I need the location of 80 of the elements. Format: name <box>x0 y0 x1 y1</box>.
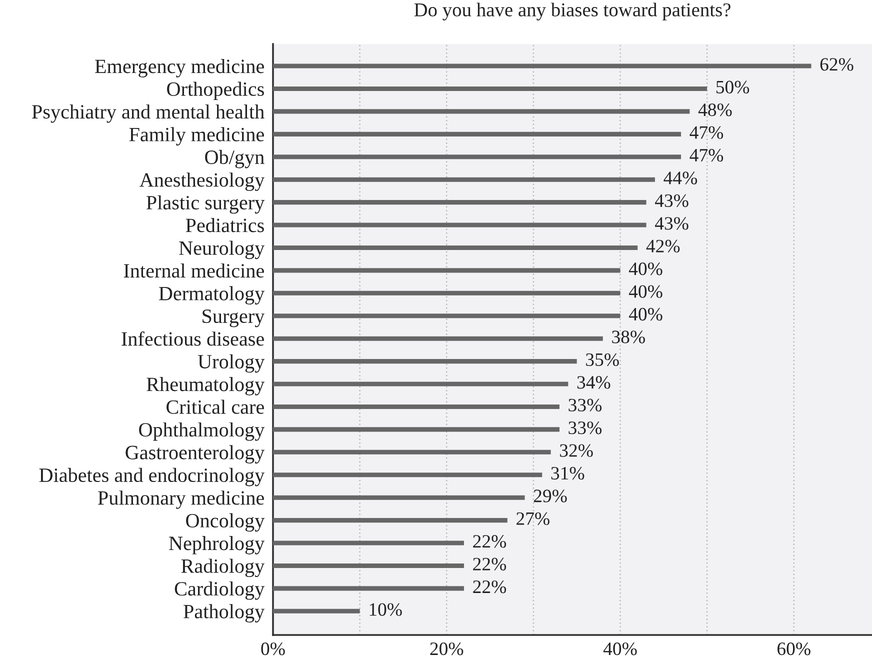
bar <box>273 472 542 478</box>
bar <box>273 154 682 160</box>
bar <box>273 540 464 546</box>
chart-title: Do you have any biases toward patients? <box>414 2 730 20</box>
y-tick-label: Pathology <box>184 604 265 622</box>
bar <box>273 64 812 68</box>
x-tick-label: 20% <box>430 642 464 656</box>
y-tick-label: Family medicine <box>129 127 264 146</box>
bar <box>273 86 708 92</box>
y-tick-label: Gastroenterology <box>126 445 265 464</box>
bar <box>273 314 620 318</box>
data-label: 43% <box>654 217 688 230</box>
data-label: 32% <box>560 444 593 457</box>
y-tick-label: Pediatrics <box>186 218 264 232</box>
x-tick-label: 40% <box>603 642 637 656</box>
data-label: 47% <box>690 148 724 162</box>
bar <box>273 336 603 341</box>
bar <box>273 563 464 568</box>
bar <box>273 109 690 114</box>
bar <box>273 608 360 614</box>
y-tick-label: Ob/gyn <box>205 150 264 168</box>
bar <box>273 382 568 386</box>
bar <box>273 450 551 454</box>
y-tick-label: Radiology <box>181 558 265 578</box>
data-label: 43% <box>654 194 688 208</box>
bar <box>273 290 620 296</box>
data-label: 22% <box>473 535 506 548</box>
bar <box>273 359 577 364</box>
data-label: 42% <box>646 240 680 252</box>
data-label: 47% <box>690 126 724 139</box>
y-tick-label: Infectious disease <box>122 331 264 346</box>
y-tick-label: Rheumatology <box>146 377 265 396</box>
y-tick-label: Surgery <box>202 310 265 328</box>
bar <box>273 222 646 228</box>
y-tick-label: Plastic surgery <box>146 195 265 214</box>
data-label: 40% <box>628 308 662 321</box>
data-label: 31% <box>551 466 584 480</box>
data-label: 44% <box>664 172 698 184</box>
data-label: 34% <box>577 376 610 389</box>
y-tick-label: Emergency medicine <box>95 59 264 78</box>
data-label: 22% <box>473 580 506 594</box>
data-label: 62% <box>820 58 854 71</box>
data-label: 10% <box>370 603 402 616</box>
data-label: 50% <box>716 80 750 94</box>
bar <box>273 518 508 523</box>
x-tick-label: 0% <box>261 642 285 656</box>
y-tick-label: Pulmonary medicine <box>98 490 264 509</box>
data-label: 29% <box>534 490 567 502</box>
bar <box>273 586 464 591</box>
x-tick-label: 60% <box>777 642 810 656</box>
y-tick-label: Nephrology <box>169 536 265 554</box>
y-tick-label: Dermatology <box>158 286 265 304</box>
y-tick-label: Urology <box>198 354 265 373</box>
y-tick-label: Internal medicine <box>124 263 264 278</box>
y-tick-label: Anesthesiology <box>140 172 265 191</box>
data-label: 48% <box>698 104 732 116</box>
bar <box>273 200 646 205</box>
data-label: 40% <box>628 285 662 298</box>
data-label: 33% <box>568 421 602 434</box>
y-tick-label: Cardiology <box>174 581 265 600</box>
bar <box>273 427 560 432</box>
y-tick-label: Orthopedics <box>167 82 264 100</box>
y-tick-label: Diabetes and endocrinology <box>39 468 265 486</box>
data-label: 22% <box>473 558 506 570</box>
y-tick-label: Critical care <box>166 400 264 414</box>
data-label: 35% <box>586 353 619 366</box>
data-label: 27% <box>516 512 550 526</box>
bar <box>273 495 525 500</box>
y-tick-label: Ophthalmology <box>139 422 265 441</box>
y-tick-label: Psychiatry and mental health <box>32 104 264 123</box>
bar <box>273 268 620 273</box>
y-tick-label: Neurology <box>179 240 265 260</box>
y-tick-label: Oncology <box>186 513 265 532</box>
data-label: 33% <box>568 398 602 412</box>
bar <box>273 245 638 250</box>
bar <box>273 404 560 410</box>
data-label: 38% <box>612 330 645 344</box>
bar <box>273 177 655 182</box>
bar <box>273 132 682 136</box>
data-label: 40% <box>628 262 662 276</box>
